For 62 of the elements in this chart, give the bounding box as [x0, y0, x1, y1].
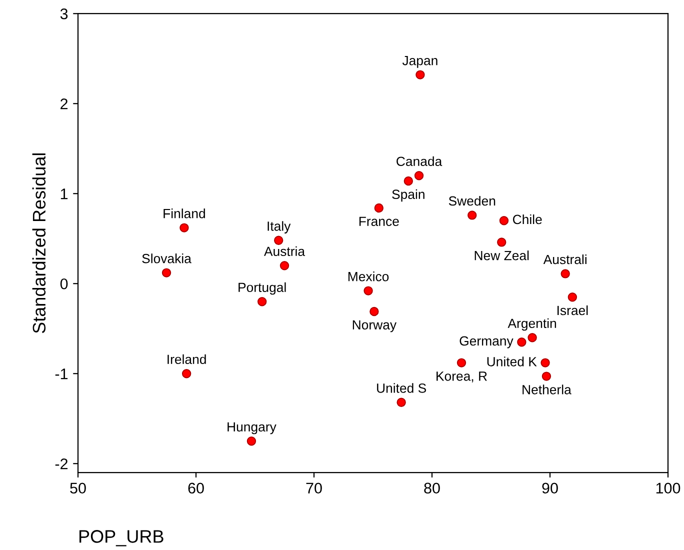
x-tick-label: 70 [306, 482, 322, 494]
annotation: Sweden [448, 196, 496, 206]
annotation: Hungary [228, 422, 276, 434]
point [456, 358, 466, 368]
point [468, 210, 477, 220]
annotation: Austria [264, 246, 306, 256]
point [568, 292, 578, 302]
point [497, 238, 506, 247]
point [416, 70, 425, 80]
x-tick-label: 50 [70, 482, 86, 494]
annotation: Germany [460, 336, 514, 348]
annotation: Australi [543, 254, 586, 264]
point [370, 306, 379, 316]
annotation: Japan [402, 56, 438, 68]
y-tick-label: 0 [60, 278, 68, 290]
point [560, 269, 570, 278]
annotation: Ireland [168, 354, 206, 364]
point [528, 332, 537, 342]
point [182, 368, 192, 378]
point [404, 176, 414, 186]
annotation: Korea, R [436, 372, 487, 382]
annotation: Israel [558, 305, 588, 316]
point [414, 170, 424, 180]
x-axis-title: POP_URB [79, 530, 164, 546]
annotation: Mexico [348, 272, 389, 282]
annotation: Portugal [238, 282, 286, 295]
annotation: Italy [268, 221, 291, 234]
point [162, 268, 172, 278]
annotation: Norway [352, 320, 397, 332]
x-tick-label: 90 [542, 482, 558, 494]
point [517, 337, 526, 347]
point [374, 203, 384, 213]
point [396, 398, 406, 408]
annotation: Canada [396, 156, 442, 166]
annotation: Finland [164, 208, 205, 218]
point [274, 236, 284, 246]
point [499, 216, 509, 226]
point [246, 436, 256, 446]
y-tick-label: -2 [55, 458, 68, 470]
point [542, 372, 552, 381]
y-tick-label: 3 [60, 8, 68, 20]
annotation: France [359, 216, 399, 226]
y-tick-label: 1 [60, 188, 68, 200]
annotation: Argentin [508, 318, 556, 331]
point [540, 358, 550, 368]
annotation: Chile [512, 214, 542, 224]
y-axis-title: Standardized Residual [32, 153, 46, 334]
x-tick-label: 60 [188, 482, 204, 494]
point [180, 223, 189, 232]
annotation: United S [377, 383, 426, 393]
annotation: Slovakia [142, 254, 192, 264]
point [280, 260, 290, 270]
annotation: Spain [392, 189, 424, 202]
x-tick-label: 100 [656, 482, 680, 494]
annotation: Netherla [522, 384, 572, 394]
point [364, 286, 373, 296]
x-tick-label: 80 [424, 482, 440, 494]
annotation: New Zeal [474, 250, 529, 260]
y-tick-label: -1 [55, 368, 68, 380]
annotation: United K [487, 356, 537, 366]
y-tick-label: 2 [60, 98, 68, 110]
point [257, 296, 267, 306]
